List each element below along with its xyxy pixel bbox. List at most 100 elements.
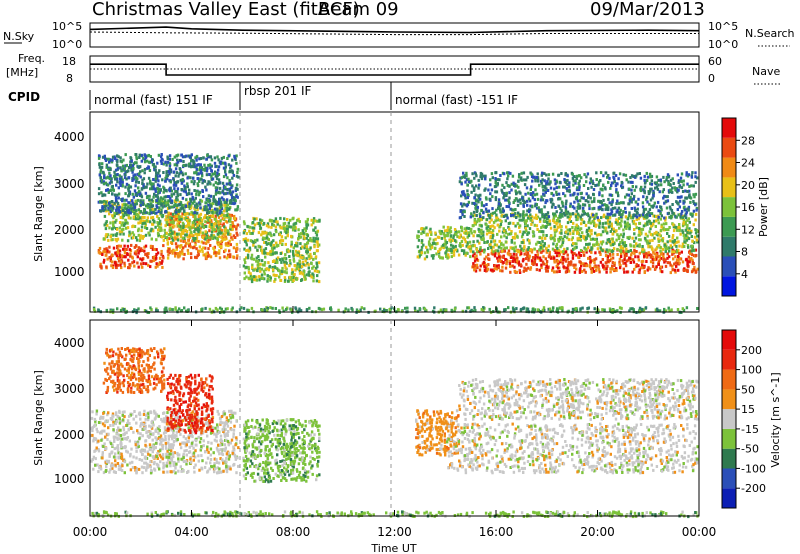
- power-cell: [665, 228, 668, 232]
- power-cell: [618, 266, 622, 270]
- power-cell: [436, 241, 439, 245]
- power-cell: [159, 222, 163, 226]
- power-cell: [180, 181, 183, 185]
- power-cell: [106, 223, 109, 227]
- power-cell: [213, 228, 217, 232]
- power-cell: [137, 229, 140, 233]
- power-cell: [124, 203, 127, 207]
- power-cell: [499, 223, 503, 226]
- power-cell: [245, 275, 248, 279]
- power-cell: [223, 203, 226, 207]
- power-cell: [179, 224, 182, 228]
- power-cell: [629, 216, 632, 220]
- power-cell: [616, 208, 619, 212]
- power-cell: [209, 182, 212, 186]
- power-cell: [317, 270, 321, 274]
- power-cell: [641, 227, 645, 231]
- power-cell: [185, 198, 188, 202]
- power-cell: [459, 176, 462, 180]
- power-cell: [115, 218, 118, 222]
- power-cell: [561, 261, 565, 265]
- power-cell: [316, 219, 319, 223]
- power-cell: [421, 230, 424, 234]
- power-cell: [542, 249, 545, 253]
- power-cell: [129, 203, 132, 207]
- power-cell: [549, 256, 553, 260]
- power-cell: [212, 246, 215, 250]
- power-cell: [142, 184, 145, 188]
- power-cell: [117, 186, 120, 190]
- power-cell: [510, 239, 514, 242]
- power-cell: [219, 219, 222, 223]
- power-cell: [521, 232, 525, 236]
- power-cell: [126, 203, 129, 207]
- power-cell: [586, 234, 589, 238]
- power-cell: [659, 245, 662, 249]
- power-cell: [476, 234, 479, 238]
- power-cell: [694, 171, 697, 175]
- power-cell: [146, 216, 149, 220]
- power-cell: [177, 215, 181, 219]
- power-cell: [592, 188, 596, 191]
- power-cell: [139, 262, 143, 266]
- power-cell: [144, 155, 148, 159]
- power-cell: [207, 254, 210, 258]
- power-cell: [484, 174, 487, 178]
- power-cell: [535, 176, 539, 179]
- power-cell: [525, 186, 529, 190]
- power-cell: [636, 207, 639, 211]
- power-cell: [217, 242, 220, 246]
- power-cell: [105, 265, 108, 269]
- power-cell: [622, 210, 625, 214]
- power-cell: [275, 251, 278, 255]
- power-cell: [230, 196, 234, 200]
- power-cell: [563, 194, 567, 198]
- power-cell: [111, 155, 115, 159]
- power-cell: [569, 214, 572, 218]
- power-cell: [217, 226, 220, 230]
- power-cell: [136, 172, 139, 176]
- power-cell: [145, 227, 149, 230]
- power-cell: [443, 236, 446, 240]
- power-cell: [101, 155, 105, 159]
- power-cell: [539, 198, 543, 202]
- power-cell: [160, 162, 163, 165]
- power-cell: [680, 250, 683, 254]
- power-cell: [601, 240, 605, 244]
- power-cell: [459, 242, 462, 246]
- power-cell: [580, 222, 583, 226]
- power-cell: [648, 241, 651, 245]
- power-cell: [279, 241, 282, 245]
- power-cell: [306, 234, 310, 238]
- power-cell: [294, 244, 297, 247]
- power-cell: [134, 217, 137, 221]
- power-cell: [221, 161, 225, 165]
- power-cell: [303, 270, 306, 273]
- power-cell: [183, 238, 187, 242]
- power-cell: [495, 213, 498, 217]
- power-cell: [631, 185, 634, 188]
- power-cell: [132, 203, 135, 207]
- power-cell: [535, 213, 538, 217]
- power-cell: [128, 262, 131, 266]
- power-cell: [695, 253, 698, 257]
- power-cell: [269, 249, 272, 253]
- power-cell: [193, 165, 196, 169]
- power-cell: [128, 248, 131, 252]
- power-cell: [521, 241, 524, 244]
- power-cell: [569, 232, 572, 236]
- power-cell: [616, 220, 619, 223]
- power-cell: [193, 189, 196, 192]
- power-cell: [667, 211, 671, 215]
- power-cell: [469, 255, 472, 259]
- power-cell: [194, 213, 197, 217]
- power-cell: [604, 250, 607, 254]
- power-cell: [475, 254, 478, 258]
- power-cell: [437, 250, 440, 254]
- power-cell: [691, 171, 694, 175]
- power-cell: [148, 198, 151, 202]
- power-cell: [201, 236, 205, 239]
- power-cell: [679, 215, 682, 219]
- power-cell: [166, 160, 170, 164]
- power-cell: [496, 259, 500, 263]
